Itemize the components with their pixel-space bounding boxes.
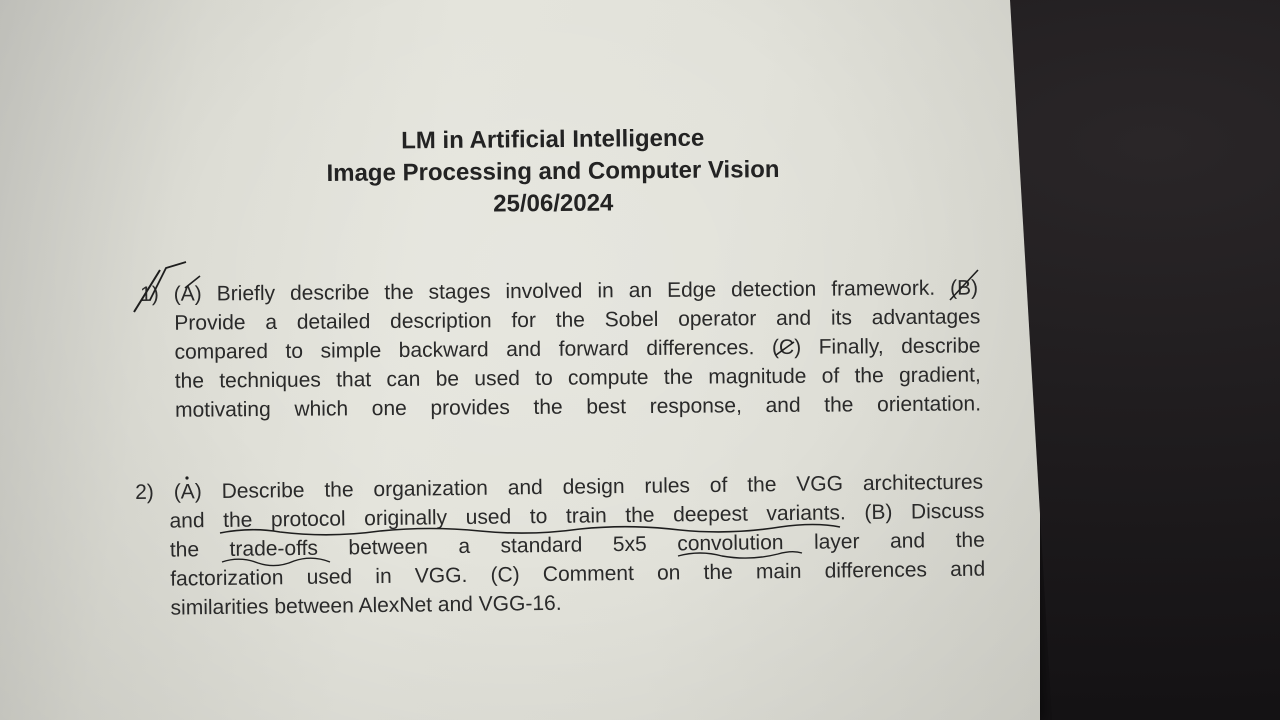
question-1: 1) (A) Briefly describe the stages invol… xyxy=(140,273,1021,425)
degree-title: LM in Artificial Intelligence xyxy=(401,124,705,155)
exam-date: 25/06/2024 xyxy=(493,189,614,218)
exam-paper xyxy=(0,0,1040,720)
question-2: 2) (A) Describe the organization and des… xyxy=(135,467,1017,623)
exam-header: LM in Artificial Intelligence Image Proc… xyxy=(326,122,780,222)
course-title: Image Processing and Computer Vision xyxy=(326,156,780,187)
